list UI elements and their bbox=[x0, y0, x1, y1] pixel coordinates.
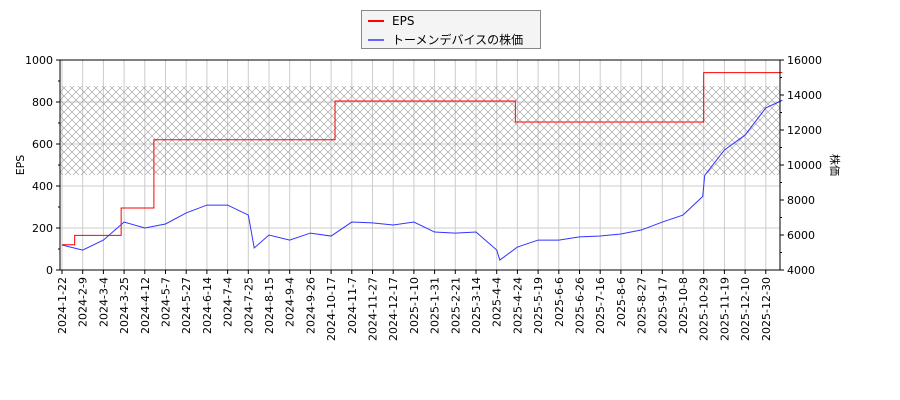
y-tick-label-right: 14000 bbox=[787, 89, 822, 102]
y-tick-label-left: 1000 bbox=[25, 54, 53, 67]
x-tick-label: 2025-11-19 bbox=[718, 277, 731, 341]
x-tick-label: 2024-4-12 bbox=[139, 277, 152, 334]
x-tick-label: 2025-9-17 bbox=[656, 277, 669, 334]
x-tick-label: 2025-12-10 bbox=[739, 277, 752, 341]
x-tick-label: 2025-8-6 bbox=[615, 277, 628, 327]
legend-label: EPS bbox=[392, 14, 415, 28]
x-tick-label: 2024-12-17 bbox=[387, 277, 400, 341]
x-tick-label: 2024-7-4 bbox=[222, 277, 235, 327]
y-tick-label-right: 12000 bbox=[787, 124, 822, 137]
y-tick-label-right: 10000 bbox=[787, 159, 822, 172]
y-tick-label-left: 600 bbox=[32, 138, 53, 151]
legend-item-eps: EPS bbox=[368, 14, 414, 28]
y-axis-label-right: 株価 bbox=[828, 154, 842, 176]
x-tick-label: 2025-10-29 bbox=[698, 277, 711, 341]
x-tick-label: 2025-12-30 bbox=[760, 277, 773, 341]
y-tick-label-left: 200 bbox=[32, 222, 53, 235]
y-tick-label-right: 4000 bbox=[787, 264, 815, 277]
hatched-band bbox=[60, 86, 780, 175]
x-tick-label: 2024-1-22 bbox=[56, 277, 69, 334]
y-tick-label-right: 8000 bbox=[787, 194, 815, 207]
y-tick-label-right: 16000 bbox=[787, 54, 822, 67]
x-tick-label: 2024-3-25 bbox=[118, 277, 131, 334]
x-tick-label: 2024-5-7 bbox=[160, 277, 173, 327]
x-tick-label: 2025-7-16 bbox=[594, 277, 607, 334]
y-tick-label-right: 6000 bbox=[787, 229, 815, 242]
x-tick-label: 2025-6-26 bbox=[574, 277, 587, 334]
x-tick-label: 2025-3-14 bbox=[470, 277, 483, 334]
x-tick-label: 2024-10-17 bbox=[325, 277, 338, 341]
x-tick-label: 2025-10-8 bbox=[677, 277, 690, 334]
x-tick-label: 2024-11-27 bbox=[367, 277, 380, 341]
x-tick-label: 2025-1-31 bbox=[429, 277, 442, 334]
x-tick-label: 2024-11-7 bbox=[346, 277, 359, 334]
x-tick-label: 2025-5-19 bbox=[532, 277, 545, 334]
x-tick-label: 2024-5-27 bbox=[180, 277, 193, 334]
eps-line bbox=[62, 72, 783, 246]
legend-swatch bbox=[368, 38, 384, 41]
x-tick-label: 2024-3-4 bbox=[97, 277, 110, 327]
x-tick-label: 2024-8-15 bbox=[263, 277, 276, 334]
x-tick-label: 2025-4-4 bbox=[491, 277, 504, 327]
x-tick-label: 2024-6-14 bbox=[201, 277, 214, 334]
y-tick-label-left: 400 bbox=[32, 180, 53, 193]
x-tick-label: 2025-1-10 bbox=[408, 277, 421, 334]
x-tick-label: 2025-6-6 bbox=[553, 277, 566, 327]
legend-item-price: トーメンデバイスの株価 bbox=[368, 31, 523, 48]
x-tick-label: 2024-9-26 bbox=[304, 277, 317, 334]
y-axis-label-left: EPS bbox=[14, 155, 27, 176]
x-tick-label: 2025-8-27 bbox=[636, 277, 649, 334]
stock-price-line bbox=[61, 99, 783, 261]
x-tick-label: 2024-2-9 bbox=[77, 277, 90, 327]
legend: EPS トーメンデバイスの株価 bbox=[361, 10, 541, 49]
y-tick-label-left: 0 bbox=[46, 264, 53, 277]
x-tick-label: 2024-7-25 bbox=[242, 277, 255, 334]
legend-label: トーメンデバイスの株価 bbox=[392, 33, 524, 47]
x-tick-label: 2024-9-4 bbox=[284, 277, 297, 327]
x-tick-label: 2025-2-21 bbox=[449, 277, 462, 334]
y-tick-label-left: 800 bbox=[32, 96, 53, 109]
x-tick-label: 2025-4-24 bbox=[511, 277, 524, 334]
legend-swatch bbox=[368, 20, 384, 22]
